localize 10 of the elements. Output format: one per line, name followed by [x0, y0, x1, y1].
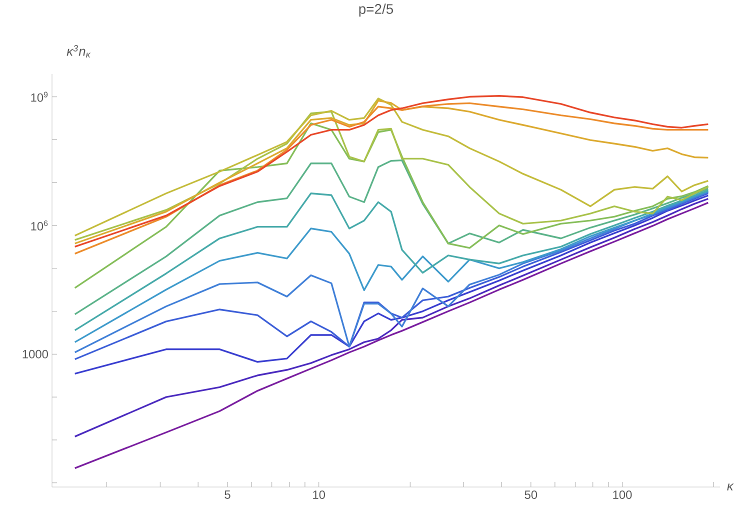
y-tick-label: 10$^{9}$ [31, 92, 48, 102]
x-axis-title: κ [727, 484, 734, 490]
y-axis-title: κ$^{3}$n$_{κ}$ [66, 45, 91, 58]
y-tick-label: 1000 [22, 350, 48, 358]
chart-title: p=2/5 [359, 4, 394, 17]
x-tick-label: 10 [313, 490, 326, 499]
x-tick-label: 5 [224, 490, 230, 499]
y-tick-label: 10$^{6}$ [31, 220, 48, 230]
x-tick-label: 50 [524, 490, 538, 499]
x-tick-label: 100 [613, 490, 632, 499]
